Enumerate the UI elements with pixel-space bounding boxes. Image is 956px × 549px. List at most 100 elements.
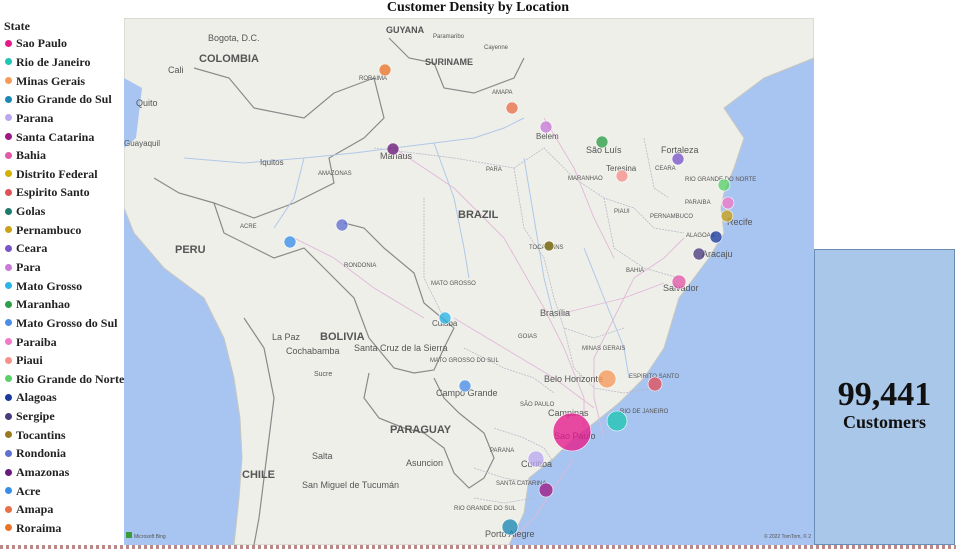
state-bubble[interactable] [539, 120, 553, 134]
region-label: PERNAMBUCO [650, 214, 693, 220]
bing-logo-icon [126, 532, 132, 538]
legend-dot-icon [5, 39, 12, 47]
legend-item[interactable]: Minas Gerais [2, 71, 124, 90]
state-bubble[interactable] [458, 379, 472, 393]
legend-item-label: Amapa [16, 502, 54, 517]
city-label: Sucre [314, 371, 332, 378]
legend-item[interactable]: Piaui [2, 351, 124, 370]
state-bubble[interactable] [597, 369, 617, 389]
kpi-label: Customers [843, 412, 926, 432]
legend-item[interactable]: Pernambuco [2, 220, 124, 239]
legend-item-label: Para [16, 260, 41, 274]
bubble-layer[interactable] [283, 63, 735, 536]
legend-dot-icon [5, 226, 12, 234]
legend-dot-icon [5, 207, 12, 215]
region-label: PARA [486, 167, 502, 173]
legend-item[interactable]: Rondonia [2, 444, 124, 463]
city-label: San Miguel de Tucumán [302, 480, 399, 490]
legend-item[interactable]: Espirito Santo [2, 183, 124, 202]
bottom-strip [0, 545, 956, 549]
state-bubble[interactable] [552, 412, 592, 452]
chart-title: Customer Density by Location [386, 0, 570, 15]
legend-item[interactable]: Santa Catarina [2, 127, 124, 146]
state-bubble[interactable] [606, 410, 628, 432]
legend-item-label: Alagoas [16, 390, 57, 405]
state-bubble[interactable] [543, 240, 555, 252]
legend-item[interactable]: Roraima [2, 519, 124, 538]
state-bubble[interactable] [386, 142, 400, 156]
legend-item[interactable]: Alagoas [2, 388, 124, 407]
state-bubble[interactable] [283, 235, 297, 249]
state-bubble[interactable] [647, 376, 663, 392]
legend-dot-icon [5, 244, 12, 252]
state-bubble[interactable] [709, 230, 723, 244]
state-bubble[interactable] [721, 196, 735, 210]
legend-item[interactable]: Parana [2, 109, 124, 128]
legend-item[interactable]: Sao Paulo [2, 34, 124, 53]
country-label-suriname: SURINAME [425, 57, 473, 67]
legend-item[interactable]: Rio Grande do Sul [2, 90, 124, 109]
legend-item-label: Roraima [16, 520, 62, 535]
state-bubble[interactable] [538, 482, 554, 498]
legend-item-label: Acre [16, 483, 41, 498]
map-attribution-left: Microsoft Bing [134, 534, 166, 540]
legend-item-label: Amazonas [16, 465, 70, 480]
region-label: AMAZONAS [318, 171, 352, 177]
legend-dot-icon [5, 319, 12, 327]
state-bubble[interactable] [438, 311, 452, 325]
state-bubble[interactable] [501, 518, 519, 536]
legend-item[interactable]: Rio Grande do Norte [2, 370, 124, 389]
state-bubble[interactable] [505, 101, 519, 115]
legend-item[interactable]: Amapa [2, 500, 124, 519]
city-label: Salta [312, 451, 333, 461]
state-bubble[interactable] [692, 247, 706, 261]
state-bubble[interactable] [671, 274, 687, 290]
legend-item-label: Piaui [16, 353, 43, 368]
legend-item[interactable]: Tocantins [2, 425, 124, 444]
city-label: Fortaleza [661, 145, 699, 155]
state-bubble[interactable] [615, 169, 629, 183]
state-bubble[interactable] [671, 152, 685, 166]
legend-item[interactable]: Amazonas [2, 463, 124, 482]
city-label: Cayenne [484, 45, 509, 51]
region-label: RIO GRANDE DO SUL [454, 506, 517, 512]
state-bubble[interactable] [335, 218, 349, 232]
legend-dot-icon [5, 468, 12, 476]
legend-dot-icon [5, 133, 12, 141]
legend-item[interactable]: Bahia [2, 146, 124, 165]
region-label: SÃO PAULO [520, 401, 555, 408]
state-bubble[interactable] [717, 178, 731, 192]
legend-item[interactable]: Golas [2, 202, 124, 221]
legend-dot-icon [5, 58, 12, 66]
state-bubble[interactable] [527, 450, 545, 468]
map-canvas[interactable]: COLOMBIA GUYANA SURINAME PERU BRAZIL BOL… [124, 18, 814, 545]
legend-item[interactable]: Distrito Federal [2, 164, 124, 183]
legend-item[interactable]: Rio de Janeiro [2, 53, 124, 72]
legend-item[interactable]: Mato Grosso do Sul [2, 314, 124, 333]
region-label: SANTA CATARINA [496, 481, 546, 487]
city-label: Cali [168, 65, 184, 75]
state-bubble[interactable] [595, 135, 609, 149]
region-label: RORAIMA [359, 76, 387, 82]
legend-item[interactable]: Paraiba [2, 332, 124, 351]
legend-item[interactable]: Para [2, 258, 124, 277]
region-label: ACRE [240, 224, 257, 230]
country-label-bolivia: BOLIVIA [320, 331, 365, 343]
legend-item-label: Santa Catarina [16, 129, 95, 144]
map-attribution-right: © 2022 TomTom, © 2 [764, 533, 811, 540]
region-label: RONDONIA [344, 263, 376, 269]
legend-item[interactable]: Sergipe [2, 407, 124, 426]
legend-item[interactable]: Mato Grosso [2, 276, 124, 295]
state-bubble[interactable] [378, 63, 392, 77]
legend-item[interactable]: Maranhao [2, 295, 124, 314]
legend-item[interactable]: Acre [2, 481, 124, 500]
state-bubble[interactable] [720, 209, 734, 223]
city-label: Aracaju [702, 249, 733, 259]
map-visual[interactable]: COLOMBIA GUYANA SURINAME PERU BRAZIL BOL… [124, 18, 814, 545]
legend-item-label: Tocantins [16, 427, 66, 442]
land-mass [124, 18, 814, 545]
region-label: RIO DE JANEIRO [620, 409, 669, 415]
legend-item[interactable]: Ceara [2, 239, 124, 258]
region-label: GOIAS [518, 334, 537, 340]
legend-dot-icon [5, 282, 12, 290]
